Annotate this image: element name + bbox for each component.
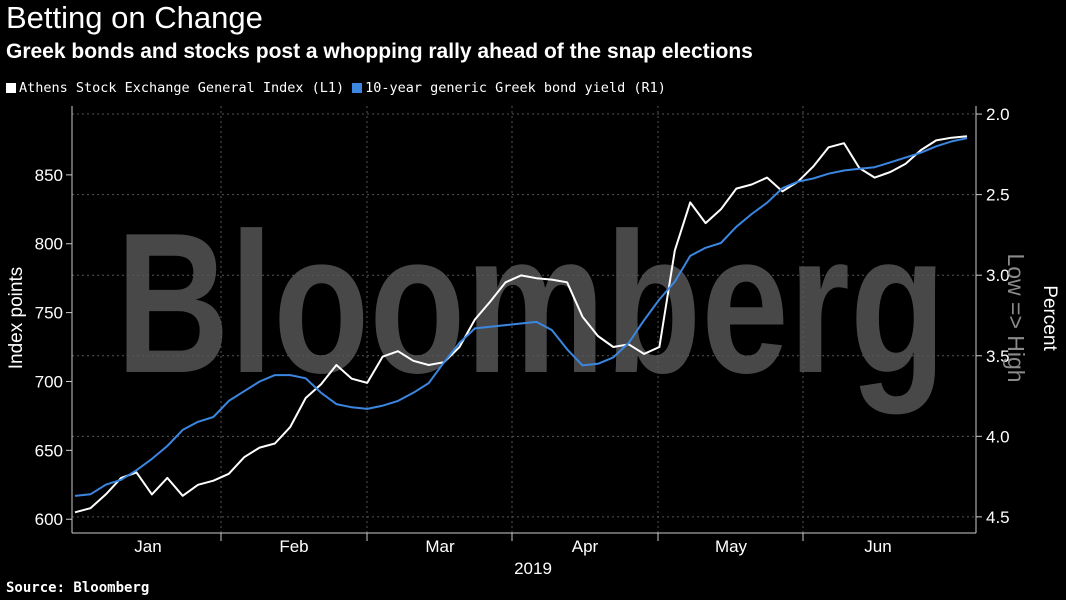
x-tick-label: Apr bbox=[572, 537, 599, 556]
series-line-athens-index bbox=[74, 135, 968, 514]
x-tick-label: Jan bbox=[134, 537, 161, 556]
right-tick-label: 2.5 bbox=[986, 186, 1010, 205]
x-tick-label: Feb bbox=[279, 537, 308, 556]
x-tick-label: Jun bbox=[864, 537, 891, 556]
right-tick-label: 4.5 bbox=[986, 508, 1010, 527]
right-tick-label: 2.0 bbox=[986, 105, 1010, 124]
right-tick-label: 4.0 bbox=[986, 427, 1010, 446]
legend-label-athens-index: Athens Stock Exchange General Index (L1) bbox=[19, 80, 345, 96]
right-axis-label: Percent bbox=[1039, 285, 1060, 351]
source-note: Source: Bloomberg bbox=[6, 580, 150, 596]
x-axis-year-label: 2019 bbox=[514, 559, 552, 578]
x-tick-label: May bbox=[715, 537, 748, 556]
legend-item-bond-yield: 10-year generic Greek bond yield (R1) bbox=[352, 80, 666, 96]
x-tick-label: Mar bbox=[425, 537, 455, 556]
legend-swatch-athens-index bbox=[6, 83, 16, 93]
left-tick-label: 750 bbox=[35, 304, 63, 323]
series-layer bbox=[74, 135, 968, 514]
axes: Jan Feb Mar Apr May Jun 600 650 700 750 800 850 2.0 2… bbox=[35, 105, 1010, 556]
chart-title: Betting on Change bbox=[6, 0, 263, 35]
series-line-bond-yield bbox=[74, 137, 968, 497]
left-tick-label: 650 bbox=[35, 441, 63, 460]
right-tick-label: 3.0 bbox=[986, 266, 1010, 285]
left-tick-label: 850 bbox=[35, 166, 63, 185]
legend-swatch-bond-yield bbox=[352, 83, 363, 93]
left-axis-label: Index points bbox=[6, 267, 27, 369]
right-axis-annotation: Low => High bbox=[1003, 253, 1029, 382]
legend-item-athens-index: Athens Stock Exchange General Index (L1) bbox=[6, 80, 344, 96]
left-tick-label: 800 bbox=[35, 235, 63, 254]
legend: Athens Stock Exchange General Index (L1)… bbox=[6, 80, 674, 96]
left-tick-label: 600 bbox=[35, 510, 63, 529]
legend-label-bond-yield: 10-year generic Greek bond yield (R1) bbox=[365, 80, 666, 96]
bloomberg-watermark: Bloomberg bbox=[116, 192, 946, 415]
left-tick-label: 700 bbox=[35, 372, 63, 391]
right-tick-label: 3.5 bbox=[986, 347, 1010, 366]
chart-subtitle: Greek bonds and stocks post a whopping r… bbox=[6, 40, 753, 63]
